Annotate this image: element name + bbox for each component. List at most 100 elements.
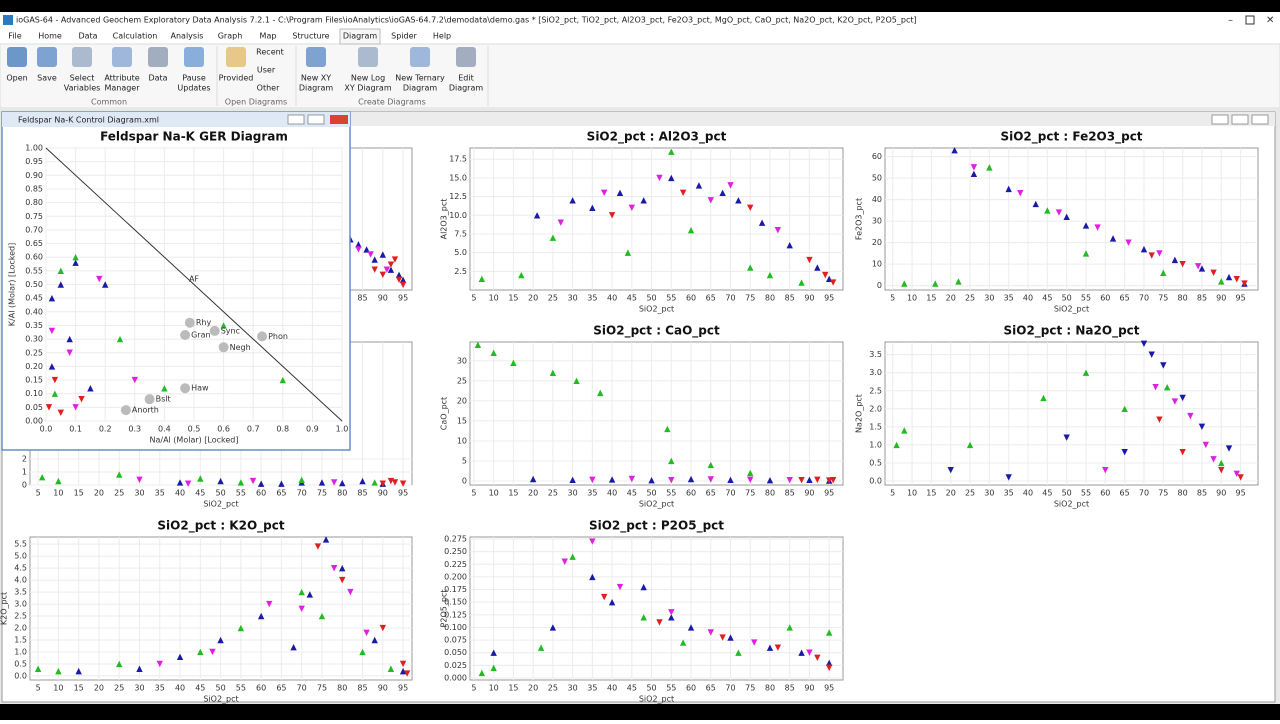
point (176, 653, 184, 660)
ribbon-button[interactable]: Save (37, 74, 57, 83)
reference-label: Sync (221, 326, 240, 335)
x-tick-label: 55 (1081, 294, 1091, 303)
tab[interactable]: Graph (218, 32, 243, 41)
point (1148, 252, 1155, 259)
ribbon-icon[interactable] (410, 47, 430, 67)
x-tick-label: 45 (627, 489, 637, 498)
x-tick-label: 75 (1158, 489, 1168, 498)
x-tick-label: 20 (528, 489, 538, 498)
ribbon-button[interactable]: Select (70, 74, 95, 83)
ribbon-icon[interactable] (456, 47, 476, 67)
close[interactable]: ✕ (1266, 15, 1274, 26)
point (96, 275, 103, 283)
y-tick-label: 0.15 (25, 376, 43, 385)
ribbon-button[interactable]: New Log (351, 74, 385, 83)
point (668, 609, 675, 616)
float-window-title: Feldspar Na-K Control Diagram.xml (18, 116, 159, 125)
point (798, 476, 805, 484)
x-tick-label: 20 (946, 294, 956, 303)
x-tick-label: 40 (175, 684, 185, 693)
y-tick-label: 17.5 (449, 155, 467, 164)
ribbon-icon[interactable] (112, 47, 132, 67)
ribbon-button[interactable]: Other (257, 84, 280, 93)
point (395, 276, 403, 284)
point (367, 251, 374, 258)
x-tick-label: 40 (1023, 294, 1033, 303)
point (668, 614, 675, 621)
point (648, 476, 655, 484)
chart-window-max[interactable] (1231, 114, 1249, 125)
x-tick-label: 75 (745, 489, 755, 498)
ribbon-icon[interactable] (226, 47, 246, 67)
x-tick-label: 20 (94, 684, 104, 693)
point (707, 629, 714, 636)
float-close[interactable] (330, 115, 348, 124)
ribbon-button[interactable]: Provided (219, 74, 254, 83)
point (306, 591, 314, 598)
tab[interactable]: Home (38, 32, 62, 41)
y-tick-label: 0.150 (444, 598, 467, 607)
y-tick-label: 0.025 (444, 661, 467, 670)
x-tick-label: 0.4 (158, 425, 171, 434)
tab[interactable]: Spider (391, 32, 417, 41)
point (1225, 273, 1233, 281)
ribbon-button[interactable]: Recent (256, 48, 284, 57)
point (38, 474, 46, 481)
tab[interactable]: File (8, 32, 21, 41)
tab[interactable]: Structure (292, 32, 329, 41)
point (474, 341, 482, 349)
x-tick-label: 0.0 (40, 425, 53, 434)
tab[interactable]: Map (260, 32, 277, 41)
ribbon-button[interactable]: Manager (104, 84, 140, 93)
ribbon-button[interactable]: Diagram (403, 84, 438, 93)
scatter-chart: 5 10 15 20 25 30 35 40 45 50 55 60 65 70 75 80 85 90 95 0.0… (855, 324, 1259, 509)
point (735, 649, 742, 656)
y-tick-label: 0.20 (25, 362, 43, 371)
ribbon-button[interactable]: Diagram (299, 84, 334, 93)
point (1140, 245, 1148, 253)
tab[interactable]: Analysis (171, 32, 204, 41)
ribbon-button[interactable]: Diagram (449, 84, 484, 93)
ribbon-button[interactable]: Attribute (104, 74, 139, 83)
ribbon-icon[interactable] (148, 47, 168, 67)
point (363, 246, 370, 253)
ribbon-button[interactable]: Open (6, 74, 27, 83)
tab[interactable]: Calculation (113, 32, 158, 41)
point (640, 197, 647, 204)
tab[interactable]: Data (78, 32, 97, 41)
x-tick-label: 90 (1216, 294, 1226, 303)
ribbon-icon[interactable] (37, 47, 57, 67)
minimize[interactable]: – (1228, 15, 1233, 26)
point (391, 479, 399, 486)
ribbon-icon[interactable] (72, 47, 92, 67)
tab[interactable]: Diagram (343, 32, 378, 41)
point (955, 278, 962, 285)
x-axis-label: SiO2_pct (1054, 500, 1089, 509)
x-tick-label: 15 (926, 489, 936, 498)
chart-window-close[interactable] (1251, 114, 1269, 125)
point (371, 479, 378, 486)
ribbon-icon[interactable] (7, 47, 27, 67)
float-min[interactable] (287, 114, 305, 125)
ribbon-button[interactable]: Edit (458, 74, 474, 83)
point (1082, 250, 1090, 257)
ribbon-button[interactable]: New XY (301, 74, 331, 83)
ribbon-button[interactable]: User (257, 66, 276, 75)
ribbon-button[interactable]: New Ternary (395, 74, 445, 83)
ribbon-icon[interactable] (184, 47, 204, 67)
ribbon-icon[interactable] (358, 47, 378, 67)
point (379, 624, 387, 632)
tab[interactable]: Help (433, 32, 451, 41)
point (735, 197, 742, 204)
ribbon-button[interactable]: XY Diagram (344, 84, 391, 93)
ribbon-button[interactable]: Pause (182, 74, 206, 83)
ribbon-button[interactable]: Updates (177, 84, 210, 93)
y-tick-label: 0.100 (444, 623, 467, 632)
ribbon-button[interactable]: Variables (64, 84, 101, 93)
chart-window-min[interactable] (1211, 114, 1229, 125)
scatter-chart: 5 10 15 20 25 30 35 40 45 50 55 60 65 70 75 80 85 90 95051… (440, 324, 844, 509)
maximize[interactable] (1245, 15, 1255, 25)
float-max[interactable] (307, 114, 325, 125)
ribbon-button[interactable]: Data (148, 74, 167, 83)
ribbon-icon[interactable] (306, 47, 326, 67)
